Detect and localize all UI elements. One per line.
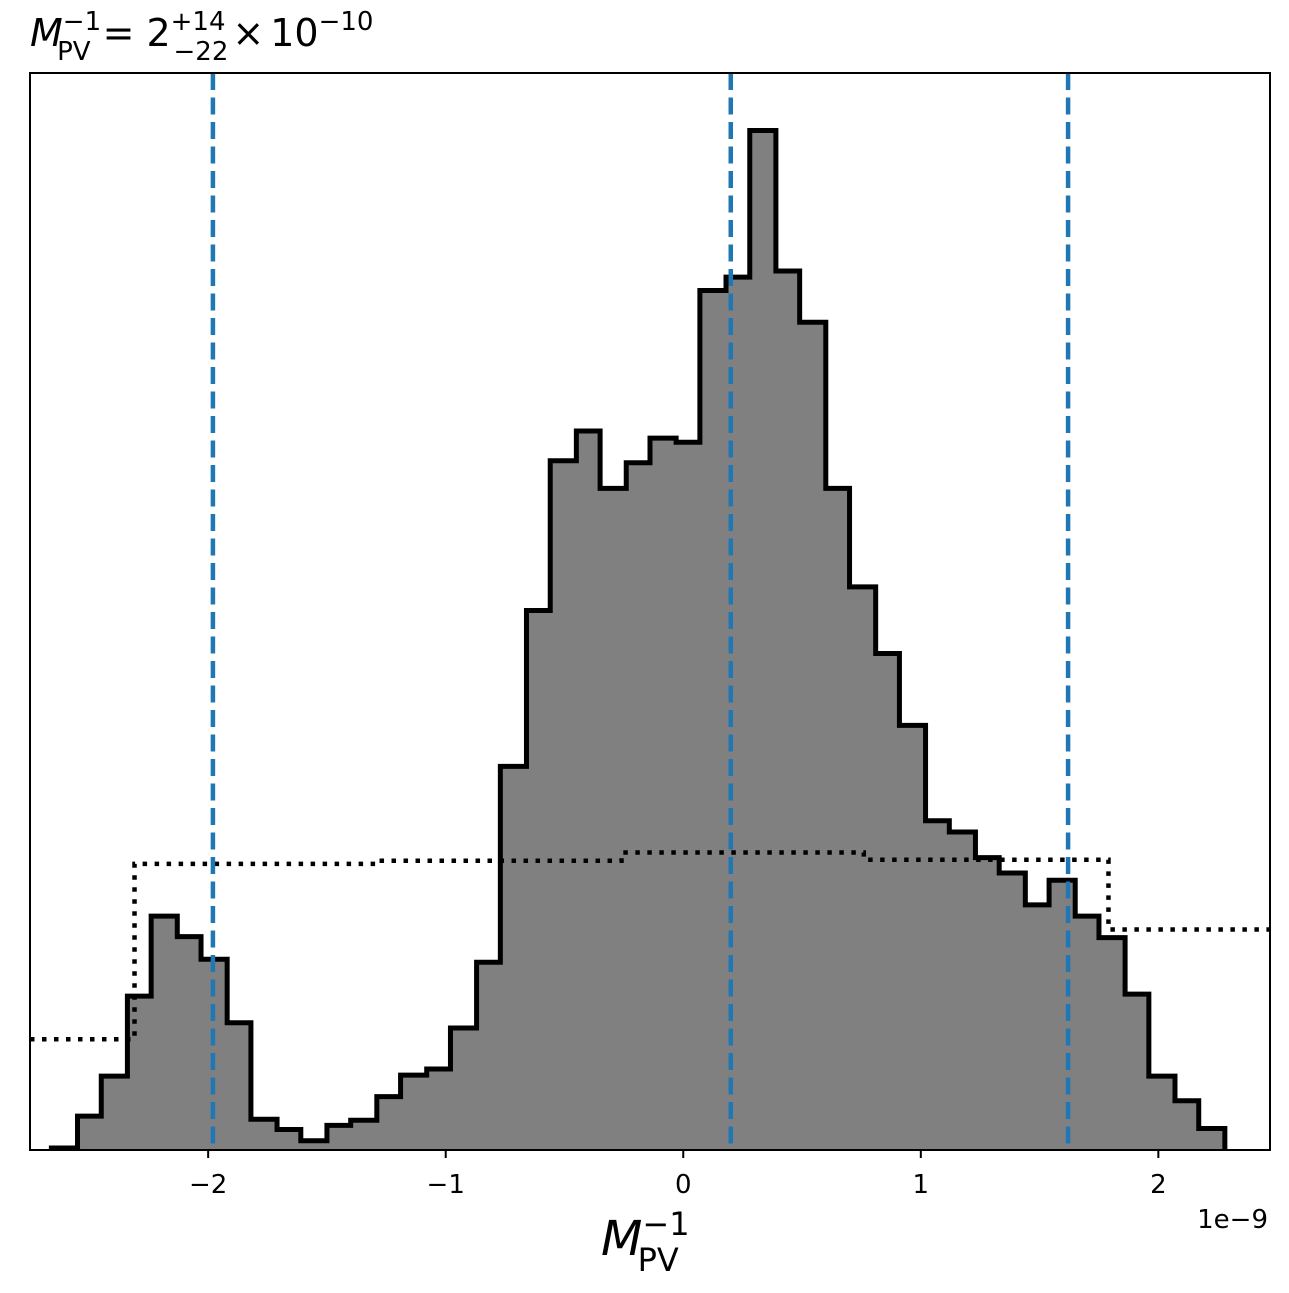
histogram-bar: [899, 725, 927, 1150]
x-tick-label: 1: [913, 1170, 930, 1200]
histogram-bar: [799, 322, 827, 1151]
x-tick-label: −1: [427, 1170, 465, 1200]
histogram-bar: [1049, 880, 1076, 1150]
histogram-bar: [250, 1119, 278, 1150]
histogram-bar: [426, 1068, 451, 1150]
histogram-bar: [1075, 916, 1100, 1150]
histogram-bar: [151, 916, 178, 1150]
x-tick-label: 0: [675, 1170, 692, 1200]
histogram-bar: [925, 820, 950, 1150]
histogram-bar: [476, 962, 501, 1150]
histogram-bar: [300, 1140, 328, 1150]
chart-title: M−1 PV = 2+14 −22 × 10−10: [30, 7, 373, 67]
histogram-bar: [101, 1076, 128, 1150]
histogram-bar: [500, 766, 527, 1150]
title-equals: =: [103, 11, 135, 55]
plot-area: [30, 73, 1270, 1151]
histogram-bar: [650, 438, 677, 1150]
histogram-bar: [775, 270, 801, 1150]
xlabel-sup: −1: [642, 1205, 689, 1243]
histogram-bar: [550, 460, 577, 1151]
histogram-bar: [699, 290, 727, 1150]
histogram-bar: [999, 873, 1026, 1150]
title-err-plus: +14: [171, 7, 226, 37]
histogram-bar: [1025, 904, 1050, 1150]
title-symbol-sup: −1: [63, 7, 101, 37]
histogram-bar: [875, 653, 900, 1150]
histogram-bar: [1148, 1076, 1176, 1150]
histogram-bar: [626, 462, 651, 1150]
histogram-bar: [949, 832, 976, 1150]
histogram-bar: [177, 936, 202, 1150]
histogram-bar: [400, 1075, 428, 1150]
x-offset-text: 1e−9: [1197, 1205, 1268, 1235]
histogram-bar: [849, 586, 877, 1150]
histogram-bar: [600, 488, 627, 1150]
histogram-bar: [450, 1027, 478, 1150]
histogram-bar: [350, 1120, 378, 1150]
title-times: ×: [232, 11, 264, 55]
x-tick-label: 2: [1150, 1170, 1167, 1200]
histogram-bar: [825, 488, 851, 1150]
histogram-bar: [1098, 937, 1126, 1150]
xlabel-sub: PV: [638, 1241, 679, 1279]
histogram-bar: [975, 857, 1000, 1150]
histogram-bar: [749, 130, 777, 1150]
axes-frame: [29, 72, 1271, 1151]
histogram-bar: [1125, 994, 1150, 1150]
title-symbol: M: [30, 11, 63, 55]
x-tick-label: −2: [189, 1170, 227, 1200]
histogram-bar: [227, 1022, 252, 1150]
histogram-bar: [326, 1125, 352, 1150]
title-symbol-sub: PV: [57, 37, 91, 67]
title-scale-exp: −10: [319, 7, 374, 37]
histogram-bar: [277, 1129, 302, 1150]
histogram-outline: [48, 127, 1228, 1151]
histogram-bar: [576, 430, 601, 1151]
title-central: 2: [146, 11, 170, 55]
x-axis-label: M−1 PV: [601, 1205, 690, 1279]
histogram-bar: [77, 1116, 102, 1150]
histogram-bar: [526, 610, 551, 1150]
histogram-bar: [1174, 1100, 1200, 1150]
histogram-bar: [676, 442, 701, 1150]
histogram-bar: [1198, 1128, 1226, 1150]
x-axis-ticks: −2 −1 0 1 2: [189, 1150, 1167, 1200]
histogram-bar: [127, 996, 152, 1150]
xlabel-symbol: M: [601, 1211, 642, 1267]
title-scale: 10: [270, 11, 318, 55]
title-err-minus: −22: [174, 37, 229, 67]
histogram-bar: [376, 1096, 402, 1150]
